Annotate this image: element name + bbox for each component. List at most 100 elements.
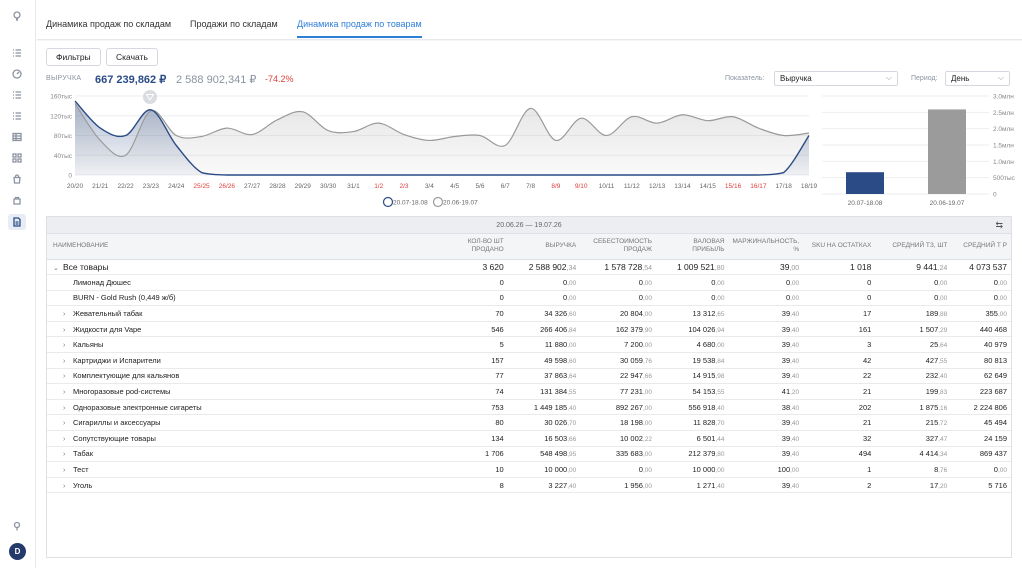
value-fraction: ,60: [567, 311, 577, 319]
bag-icon[interactable]: [8, 171, 26, 187]
table-row[interactable]: › Жидкости для Vape 546 266 406,84 162 379,9…: [47, 321, 1011, 338]
column-header[interactable]: КОЛ-ВО ШТ ПРОДАНО: [433, 234, 508, 260]
pin-icon[interactable]: [8, 518, 26, 534]
value-integer: 1 018: [850, 261, 872, 272]
dashboard-icon[interactable]: [8, 66, 26, 82]
x-tick-label: 25/25: [193, 183, 210, 190]
value-integer: 39: [781, 449, 791, 459]
report-icon[interactable]: [8, 214, 26, 230]
value-integer: 215: [925, 418, 939, 428]
table-row[interactable]: › Сопутствующие товары 134 16 503,66 10 002,…: [47, 430, 1011, 447]
bulb-logo-icon[interactable]: [8, 8, 26, 24]
chevron-right-icon[interactable]: ›: [63, 420, 66, 428]
chevron-right-icon[interactable]: ›: [63, 404, 66, 412]
table-icon[interactable]: [8, 129, 26, 145]
column-header[interactable]: НАИМЕНОВАНИЕ: [47, 234, 434, 260]
column-header[interactable]: СЕБЕСТОИМОСТЬ ПРОДАЖ: [580, 234, 656, 260]
bar-y-tick-label: 1.0млн: [993, 159, 1014, 166]
orders-list-icon[interactable]: [8, 87, 26, 103]
chevron-down-icon: ⌵: [885, 73, 892, 82]
x-tick-label: 23/23: [143, 183, 160, 190]
table-row[interactable]: › Табак 1 706 548 498,95 335 683,00 212 379,8…: [47, 446, 1011, 463]
tab-warehouse-dynamics[interactable]: Динамика продаж по складам: [46, 19, 172, 29]
chevron-right-icon[interactable]: ›: [63, 342, 66, 350]
bar-y-tick-label: 1.5млн: [993, 143, 1014, 150]
row-value-cell: 19 538,84: [655, 352, 729, 369]
tab-product-dynamics[interactable]: Динамика продаж по товарам: [297, 19, 422, 29]
row-value-cell: 45 494: [951, 414, 1011, 432]
value-integer: 45 494: [984, 418, 1007, 428]
x-tick-label: 21/21: [92, 183, 109, 190]
value-integer: 0: [711, 293, 716, 303]
tasks-list-icon[interactable]: [8, 108, 26, 124]
column-header[interactable]: СРЕДНИЙ ТЗ, ШТ: [875, 234, 952, 260]
value-fraction: ,00: [642, 389, 652, 397]
table-row[interactable]: BURN - Gold Rush (0,449 ж/б) 0 0,00 0,00 0,0…: [47, 290, 1011, 307]
value-integer: 0: [934, 293, 939, 303]
value-integer: 41: [781, 387, 791, 397]
row-name-cell: › Тест: [47, 461, 434, 478]
chevron-right-icon[interactable]: ›: [63, 451, 66, 459]
x-tick-label: 5/6: [475, 183, 484, 190]
row-value-cell: 0,00: [951, 290, 1011, 307]
row-value-cell: 869 437: [951, 446, 1011, 463]
row-value-cell: 0,00: [655, 274, 729, 291]
column-header[interactable]: СРЕДНИЙ Т Р: [951, 234, 1011, 260]
chevron-right-icon[interactable]: ›: [63, 435, 66, 443]
avatar[interactable]: D: [9, 543, 26, 560]
table-row[interactable]: › Комплектующие для кальянов 77 37 863,64 22…: [47, 368, 1011, 385]
row-value-cell: 556 918,40: [655, 399, 729, 416]
table-row[interactable]: Лимонад Дюшес 0 0,00 0,00 0,00 0,00 0 0,00 0,00: [47, 274, 1011, 291]
table-row[interactable]: › Тест 10 10 000,00 0,00 10 000,00 100,00 1 8,76…: [47, 461, 1011, 478]
table-row[interactable]: › Многоразовые pod-системы 74 131 384,55 77 …: [47, 383, 1011, 400]
chevron-right-icon[interactable]: ›: [63, 326, 66, 334]
table-row[interactable]: › Жевательный табак 70 34 326,60 20 804,00 13…: [47, 305, 1011, 322]
chevron-down-icon[interactable]: ⌄: [53, 264, 59, 272]
row-value-cell: 39,40: [728, 305, 804, 322]
table-row[interactable]: › Картриджи и Испарители 157 49 598,60 30 05…: [47, 352, 1011, 369]
column-header[interactable]: ВЫРУЧКА: [507, 234, 581, 260]
row-value-cell: 21: [803, 414, 876, 432]
download-button[interactable]: Скачать: [106, 48, 158, 66]
column-header[interactable]: SKU НА ОСТАТКАХ: [803, 234, 876, 260]
filters-button[interactable]: Фильтры: [46, 48, 101, 66]
chevron-right-icon[interactable]: ›: [63, 482, 66, 490]
row-value-cell: 10: [433, 461, 508, 478]
value-fraction: ,80: [715, 451, 725, 459]
chevron-right-icon[interactable]: ›: [63, 389, 66, 397]
value-fraction: ,76: [642, 357, 652, 365]
x-tick-label: 17/18: [776, 183, 793, 190]
tab-bar: Динамика продаж по складам Продажи по ск…: [37, 0, 1022, 40]
row-value-cell: 440 468: [951, 321, 1011, 338]
value-integer: 40 979: [984, 340, 1007, 350]
row-name-cell: › Одноразовые электронные сигареты: [47, 399, 434, 416]
value-fraction: ,00: [642, 279, 652, 287]
chevron-right-icon[interactable]: ›: [63, 311, 66, 319]
x-tick-label: 18/19: [801, 183, 817, 190]
chevron-right-icon[interactable]: ›: [63, 373, 66, 381]
value-integer: 189: [925, 309, 939, 319]
package-icon[interactable]: [8, 192, 26, 208]
table-row[interactable]: ⌄ Все товары 3 620 2 588 902,34 1 578 728,54…: [47, 259, 1011, 276]
column-header[interactable]: ВАЛОВАЯ ПРИБЫЛЬ: [655, 234, 729, 260]
grid-icon[interactable]: [8, 150, 26, 166]
row-value-cell: 17: [803, 305, 876, 322]
table-row[interactable]: › Одноразовые электронные сигареты 753 1 44…: [47, 399, 1011, 416]
chevron-right-icon[interactable]: ›: [63, 467, 66, 475]
value-integer: 1 875: [919, 402, 939, 412]
sliders-icon[interactable]: ⇆: [995, 220, 1003, 230]
bar-category-label: 20.07-18.08: [848, 200, 883, 207]
table-row[interactable]: › Уголь 8 3 227,40 1 956,00 1 271,40 39,40 2 17,…: [47, 477, 1011, 494]
value-integer: 0: [993, 277, 998, 287]
chevron-right-icon[interactable]: ›: [63, 357, 66, 365]
row-value-cell: 17,20: [875, 477, 952, 494]
table-row[interactable]: › Кальяны 5 11 880,00 7 200,00 4 680,00 39,40 3…: [47, 336, 1011, 354]
period-select[interactable]: День ⌵: [945, 71, 1010, 86]
row-value-cell: 11 828,70: [655, 414, 729, 432]
table-period-header: 20.06.26 — 19.07.26 ⇆: [47, 217, 1011, 234]
column-header[interactable]: МАРЖИНАЛЬНОСТЬ, %: [728, 234, 804, 260]
list-icon[interactable]: [8, 45, 26, 61]
table-row[interactable]: › Сигариллы и аксессуары 80 30 026,70 18 198…: [47, 414, 1011, 432]
tab-warehouse-sales[interactable]: Продажи по складам: [190, 19, 278, 29]
indicator-select[interactable]: Выручка ⌵: [774, 71, 898, 86]
